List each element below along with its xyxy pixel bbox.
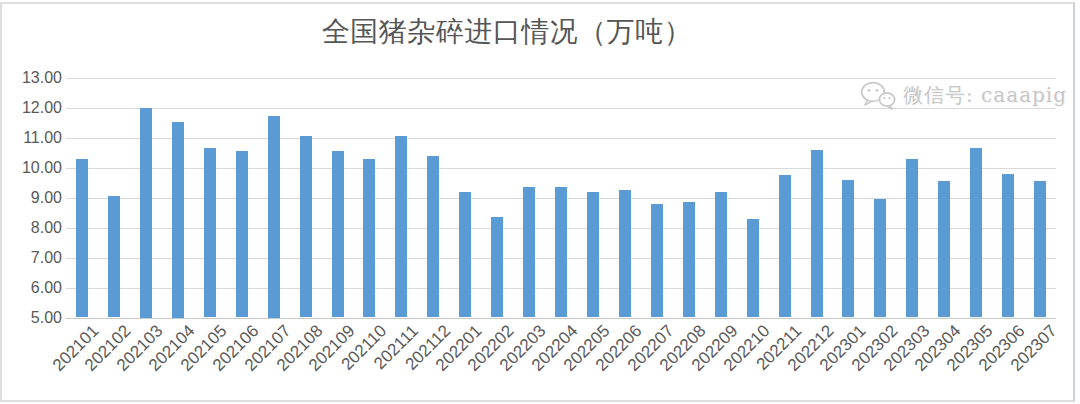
bar-202102 [108,196,120,317]
bar-202307 [1034,181,1046,317]
bar-202203 [523,187,535,317]
bar-202202 [491,217,503,317]
bar-202210 [747,219,759,318]
bar-202303 [906,159,918,318]
bar-202302 [874,199,886,317]
bar-202109 [332,151,344,317]
y-tick-label: 8.00 [0,219,62,237]
y-tick-label: 9.00 [0,189,62,207]
y-tick-label: 6.00 [0,279,62,297]
bar-202111 [395,136,407,318]
bar-202204 [555,187,567,317]
watermark: 微信号: caaapig [860,81,1067,110]
wechat-icon [860,81,896,110]
y-tick-label: 13.00 [0,69,62,87]
y-tick-label: 10.00 [0,159,62,177]
bar-202103 [140,108,152,318]
bar-202207 [651,204,663,318]
bar-202206 [619,190,631,317]
bar-202211 [779,175,791,317]
chart-title: 全国猪杂碎进口情况（万吨） [0,16,1014,48]
y-tick-label: 12.00 [0,99,62,117]
bar-202208 [683,202,695,317]
y-tick-label: 5.00 [0,309,62,327]
gridline [66,138,1056,139]
bar-202201 [459,192,471,318]
bar-202104 [172,122,184,318]
bar-202212 [811,150,823,318]
bar-202106 [236,151,248,317]
bar-202205 [587,192,599,318]
bar-202209 [715,192,727,318]
y-tick-label: 7.00 [0,249,62,267]
y-tick-label: 11.00 [0,129,62,147]
bar-202107 [268,116,280,318]
bar-202110 [363,159,375,318]
x-axis-line [66,318,1056,319]
bar-202301 [842,180,854,318]
bar-202105 [204,148,216,317]
bar-202306 [1002,174,1014,318]
gridline [66,78,1056,79]
bar-202101 [76,159,88,318]
bar-202304 [938,181,950,317]
bar-202108 [300,136,312,318]
bar-202112 [427,156,439,318]
bar-202305 [970,148,982,317]
plot-area: 13.00 12.00 11.00 10.00 9.00 8.00 7.00 6.00 5.00… [0,0,1080,404]
watermark-text: 微信号: caaapig [903,82,1067,109]
